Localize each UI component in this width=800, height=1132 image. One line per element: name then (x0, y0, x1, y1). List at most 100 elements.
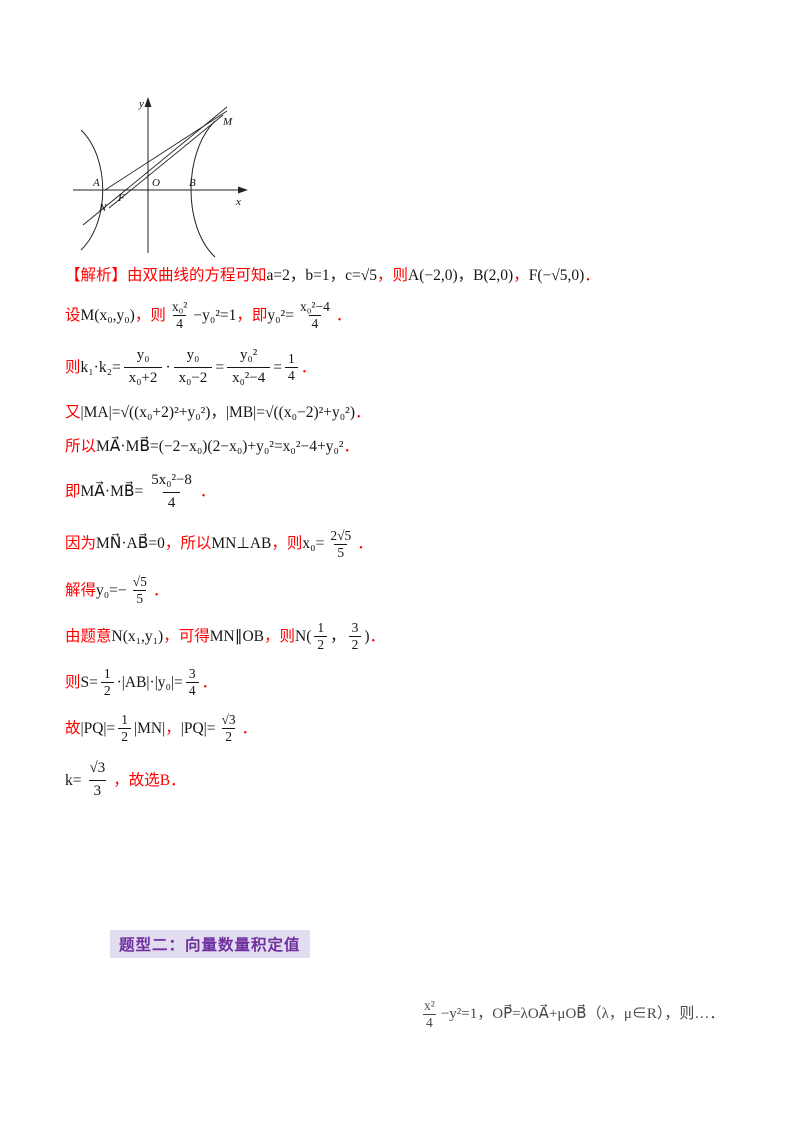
text-segment: MN⃗·AB⃗=0 (96, 535, 165, 553)
text-segment: ． (199, 483, 216, 501)
text-segment: ) (364, 627, 370, 645)
fraction-denominator: x₀−2 (173, 366, 213, 390)
section-header: 题型二：向量数量积定值 (110, 930, 310, 958)
text-segment: −y₀²=1 (193, 306, 237, 324)
solution-line-1: 【解析】由双曲线的方程可知 a=2，b=1，c=√5 ，则 A(−2,0)，B(2… (65, 266, 765, 285)
text-segment: MA⃗·MB⃗=(−2−x₀)(2−x₀)+y₀²=x₀²−4+y₀² (96, 437, 344, 455)
figure-label-M: M (222, 116, 233, 128)
fraction-denominator: x₀²−4 (227, 366, 271, 390)
hyperbola-left-branch (80, 129, 104, 251)
text-segment: ，则 (134, 306, 166, 324)
bottom-formula-line: x² 4 −y²=1， OP⃗=λOA⃗+μOB⃗（λ，μ∈R），则…． (418, 998, 778, 1030)
text-segment: 因为 (65, 535, 97, 553)
text-segment: ，故选B． (113, 771, 186, 789)
solution-steps: 【解析】由双曲线的方程可知 a=2，b=1，c=√5 ，则 A(−2,0)，B(2… (65, 266, 765, 816)
text-segment: ． (335, 306, 352, 324)
fraction-numerator: y₀ (136, 347, 150, 364)
fraction-numerator: x₀²−4 (299, 299, 330, 315)
fraction-numerator: 1 (288, 351, 295, 367)
x-axis-arrow-icon (238, 186, 248, 194)
text-segment: ，所以 (164, 535, 212, 553)
text-segment: y₀²= (267, 306, 294, 324)
figure-label-O: O (152, 177, 160, 189)
solution-line-12: k= √3 3 ，故选B． (65, 758, 765, 802)
fraction: y₀ x₀−2 (173, 345, 213, 390)
fraction-numerator: x₀² (171, 299, 188, 315)
fraction-denominator: x₀+2 (123, 366, 163, 390)
fraction-numerator: 1 (121, 712, 129, 728)
fraction: x₀²−4 4 (297, 299, 333, 331)
fraction-numerator: √5 (132, 574, 147, 590)
line-A-M (104, 110, 228, 191)
text-segment: 所以 (65, 437, 97, 455)
figure-label-B: B (189, 177, 196, 189)
text-segment: F(−√5,0) (528, 267, 585, 284)
figure-label-N: N (98, 202, 107, 214)
text-segment: MN⊥AB (211, 535, 272, 553)
fraction-numerator: 1 (317, 620, 325, 636)
text-segment: MA⃗·MB⃗= (80, 483, 144, 501)
solution-line-5: 所以 MA⃗·MB⃗=(−2−x₀)(2−x₀)+y₀²=x₀²−4+y₀² ． (65, 437, 765, 456)
fraction-numerator: 1 (103, 666, 111, 682)
fraction-denominator: 2 (348, 635, 362, 653)
text-segment: |MN| (134, 719, 166, 737)
text-segment: 由题意 (65, 627, 112, 645)
fraction-numerator: √3 (89, 760, 106, 777)
text-segment: OP⃗=λOA⃗+μOB⃗（λ，μ∈R），则…． (492, 1005, 725, 1022)
fraction: x₀² 4 (169, 299, 191, 331)
text-segment: ． (355, 404, 371, 422)
text-segment: 故 (65, 719, 81, 737)
text-segment: a=2，b=1，c=√5 (266, 267, 378, 284)
hyperbola-right-branch (190, 120, 216, 258)
fraction-denominator: 4 (162, 491, 181, 515)
text-segment: ． (357, 535, 373, 553)
text-segment: ， (165, 719, 181, 737)
fraction-denominator: 4 (173, 314, 186, 332)
text-segment: ． (369, 627, 386, 645)
text-segment: x₀= (302, 535, 325, 553)
text-segment: ·|AB|·|y₀|= (116, 673, 183, 691)
text-segment: |PQ|= (180, 719, 216, 737)
fraction-denominator: 4 (308, 314, 322, 332)
text-segment: 则 (65, 673, 81, 691)
fraction-denominator: 4 (285, 366, 298, 384)
next-problem-formula: x² 4 −y²=1， OP⃗=λOA⃗+μOB⃗（λ，μ∈R），则…． (418, 998, 778, 1030)
solution-line-7: 因为 MN⃗·AB⃗=0 ，所以 MN⊥AB ，则 x₀= 2√5 5 ． (65, 528, 765, 560)
text-segment: ， (330, 627, 346, 645)
figure-label-y: y (138, 98, 144, 110)
text-segment: ． (241, 719, 258, 737)
fraction-numerator: 5x₀²−8 (151, 472, 192, 489)
solution-line-8: 解得 y₀=− √5 5 ． (65, 574, 765, 606)
solution-line-4: 又 |MA|=√((x₀+2)²+y₀²) ，|MB|=√((x₀−2)²+y₀²… (65, 403, 765, 422)
fraction-denominator: 5 (334, 543, 348, 561)
fraction-denominator: 4 (185, 681, 199, 699)
solution-line-2: 设 M(x₀,y₀) ，则 x₀² 4 −y₀²=1 ，即 y₀²= x₀²−4 4 ． (65, 299, 765, 331)
text-segment: 则 (65, 358, 81, 376)
text-segment: |MA|=√((x₀+2)²+y₀²) (80, 404, 211, 422)
figure-label-A: A (92, 177, 100, 189)
text-segment: 即 (65, 483, 81, 501)
fraction-denominator: 2 (222, 727, 235, 745)
figure-label-F: F (117, 192, 125, 204)
solution-line-6: 即 MA⃗·MB⃗= 5x₀²−8 4 ． (65, 470, 765, 514)
text-segment: A(−2,0)，B(2,0) (408, 267, 514, 284)
fraction-numerator: y₀² (240, 347, 258, 364)
text-segment: = (215, 358, 225, 376)
fraction: 2√5 5 (327, 528, 354, 560)
text-segment: k= (65, 771, 82, 789)
fraction: √3 3 (85, 758, 111, 802)
fraction-numerator: x² (424, 998, 435, 1013)
fraction-denominator: 2 (100, 681, 114, 699)
text-segment: 解得 (65, 581, 97, 599)
text-segment: ，则 (377, 267, 409, 284)
text-segment: N( (295, 627, 312, 645)
fraction: y₀ x₀+2 (123, 345, 163, 390)
text-segment: M(x₀,y₀) (80, 306, 135, 324)
text-segment: 【解析】由双曲线的方程可知 (65, 267, 267, 284)
text-segment: ． (201, 673, 218, 691)
